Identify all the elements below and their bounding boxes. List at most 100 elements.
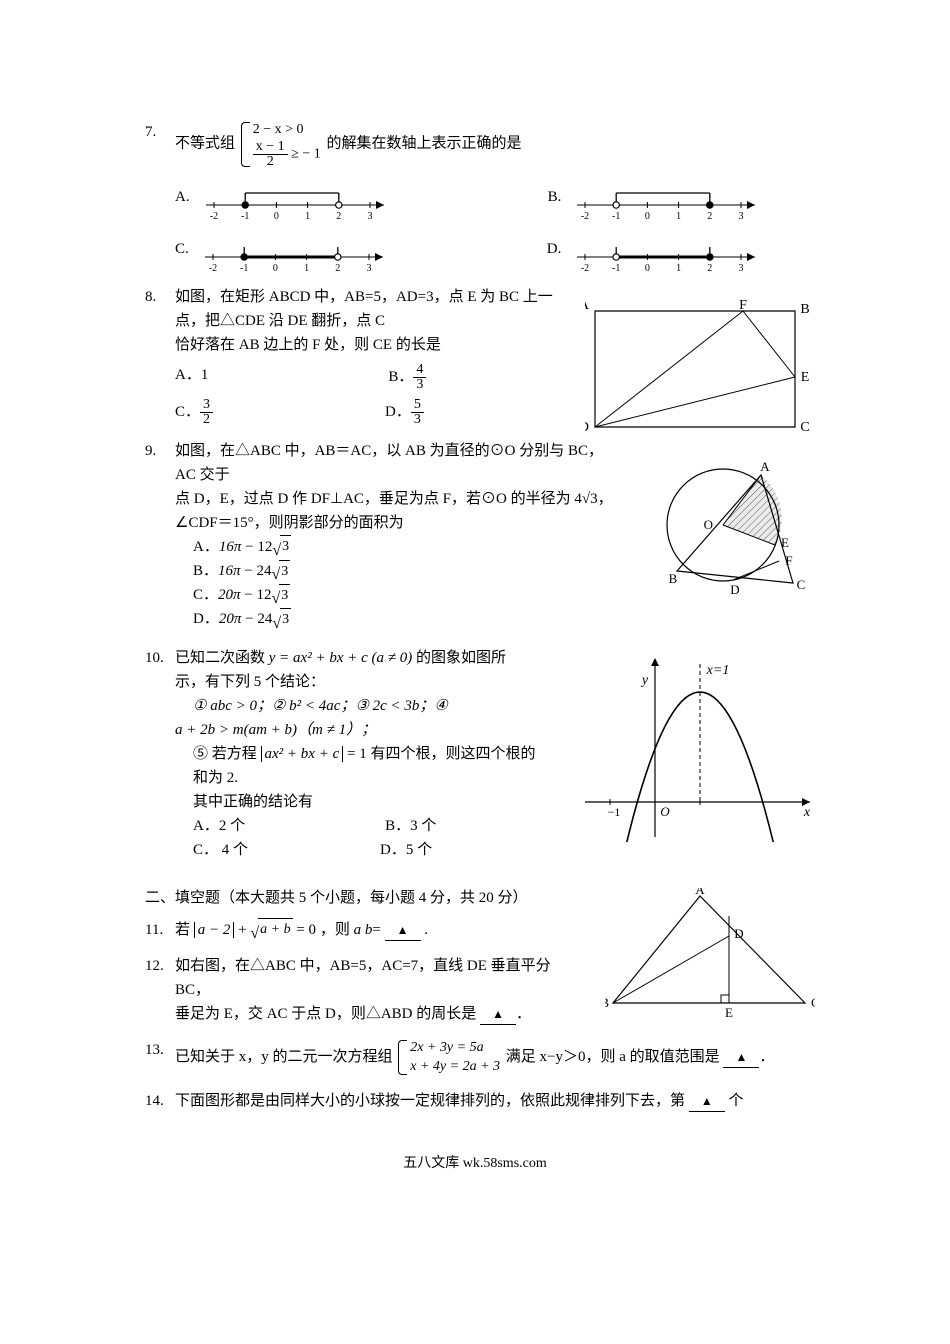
page-footer: 五八文库 wk.58sms.com <box>145 1153 805 1175</box>
svg-text:C: C <box>811 995 815 1010</box>
q12-blank: ▲ <box>480 1005 516 1025</box>
q14-stem: 下面图形都是由同样大小的小球按一定规律排列的，依照此规律排列下去，第 ▲ 个 <box>175 1089 744 1113</box>
svg-text:C: C <box>797 577 806 592</box>
q9-choice-C: C．20π − 12√3 <box>193 583 615 607</box>
q9-choice-D: D．20π − 24√3 <box>193 607 615 631</box>
q9-figure: AOEFCBD <box>645 439 815 609</box>
q10-item-5-line1: ⑤ 若方程 ax² + bx + c = 1 有四个根，则这四个根的 <box>193 742 545 766</box>
svg-text:1: 1 <box>304 263 309 273</box>
q7-numberline-B: -2 -1 0 1 2 3 <box>569 173 759 221</box>
svg-text:B: B <box>669 571 678 586</box>
q7-stem: 不等式组 2 − x > 0 x − 1 2 ≥ − 1 的解集在数轴上表示正确… <box>175 120 522 169</box>
question-7: 7. 不等式组 2 − x > 0 x − 1 2 ≥ − 1 的解集在数轴上表… <box>145 120 805 273</box>
svg-text:0: 0 <box>645 263 650 273</box>
q14-blank: ▲ <box>689 1092 725 1112</box>
svg-text:-1: -1 <box>241 211 249 221</box>
q10-choice-B: B．3 个 <box>385 814 436 838</box>
svg-text:0: 0 <box>273 211 278 221</box>
q10-item-5-line2: 和为 2. <box>193 766 545 790</box>
q8-stem-line2: 恰好落在 AB 边上的 F 处，则 CE 的长是 <box>175 333 575 357</box>
q8-choice-C: C．32 <box>175 398 213 427</box>
svg-text:C: C <box>800 420 809 435</box>
svg-text:O: O <box>704 517 713 532</box>
svg-text:-2: -2 <box>581 211 589 221</box>
q10-conclusion: 其中正确的结论有 <box>193 790 545 814</box>
svg-text:-2: -2 <box>209 263 217 273</box>
svg-text:A: A <box>695 888 705 897</box>
q8-choice-D: D．53 <box>385 398 424 427</box>
svg-text:2: 2 <box>335 263 340 273</box>
svg-text:2: 2 <box>336 211 341 221</box>
svg-text:2: 2 <box>708 211 713 221</box>
q9-stem-line1: 如图，在△ABC 中，AB＝AC，以 AB 为直径的⊙O 分别与 BC，AC 交… <box>175 439 615 487</box>
question-8: 8. 如图，在矩形 ABCD 中，AB=5，AD=3，点 E 为 BC 上一点，… <box>145 285 805 427</box>
svg-text:A: A <box>585 299 590 313</box>
q10-stem-line1: 已知二次函数 y = ax² + bx + c (a ≠ 0) 的图象如图所 <box>175 646 506 670</box>
svg-text:1: 1 <box>676 211 681 221</box>
q9-stem-line2: 点 D，E，过点 D 作 DF⊥AC，垂足为点 F，若⊙O 的半径为 4√3， <box>175 491 613 507</box>
q7-choice-D: D. -2-10123 <box>547 225 760 273</box>
q10-choice-C: C． 4 个 <box>193 838 248 862</box>
svg-text:-1: -1 <box>612 263 620 273</box>
q14-number: 14. <box>145 1089 175 1113</box>
question-11: 11. 若 a − 2 + √a + b = 0 ，则 a b= ▲ . ADB… <box>145 918 805 942</box>
q10-choice-D: D．5 个 <box>380 838 432 862</box>
q8-choice-A: A．1 <box>175 363 208 392</box>
q7-choice-C: C. -2-10123 <box>175 225 387 273</box>
svg-text:E: E <box>725 1005 733 1018</box>
svg-text:3: 3 <box>739 211 744 221</box>
q8-figure: AFBECD <box>585 299 815 439</box>
q8-choice-B: B．43 <box>388 363 426 392</box>
q10-item-1-3: ① abc > 0；② b² < 4ac；③ 2c < 3b；④ <box>193 694 545 718</box>
svg-text:D: D <box>734 926 743 941</box>
q12-number: 12. <box>145 954 175 978</box>
svg-text:-2: -2 <box>209 211 217 221</box>
svg-text:2: 2 <box>708 263 713 273</box>
svg-text:3: 3 <box>739 263 744 273</box>
q13-stem: 已知关于 x，y 的二元一次方程组 2x + 3y = 5a x + 4y = … <box>175 1038 774 1077</box>
svg-text:-1: -1 <box>612 211 620 221</box>
svg-text:D: D <box>585 420 589 435</box>
q10-number: 10. <box>145 646 175 670</box>
q13-blank: ▲ <box>723 1048 759 1068</box>
q7-system: 2 − x > 0 x − 1 2 ≥ − 1 <box>241 120 321 169</box>
q10-figure: x=1 y x −1 O <box>585 652 815 842</box>
q13-system: 2x + 3y = 5a x + 4y = 2a + 3 <box>398 1038 500 1077</box>
q8-number: 8. <box>145 285 175 309</box>
q7-numberline-A: -2-10123 <box>198 173 388 221</box>
svg-text:B: B <box>800 302 809 317</box>
q10-item-4: a + 2b > m(am + b)（m ≠ 1）； <box>175 718 545 742</box>
q11-stem: 若 a − 2 + √a + b = 0 ，则 a b= ▲ . <box>175 918 428 942</box>
q11-number: 11. <box>145 918 175 942</box>
q9-stem-line3: ∠CDF＝15°，则阴影部分的面积为 <box>175 515 404 531</box>
svg-text:x: x <box>803 805 811 820</box>
svg-text:F: F <box>785 553 792 568</box>
svg-text:0: 0 <box>273 263 278 273</box>
svg-text:-2: -2 <box>581 263 589 273</box>
q10-stem-line2: 示，有下列 5 个结论： <box>175 670 545 694</box>
svg-text:B: B <box>605 995 609 1010</box>
svg-text:x=1: x=1 <box>706 663 730 678</box>
svg-text:3: 3 <box>367 211 372 221</box>
q7-choice-A: A. -2-10123 <box>175 173 388 221</box>
q12-stem: 如右图，在△ABC 中，AB=5，AC=7，直线 DE 垂直平分 <box>175 954 551 978</box>
q8-stem-line1: 如图，在矩形 ABCD 中，AB=5，AD=3，点 E 为 BC 上一点，把△C… <box>175 285 575 333</box>
q9-choice-A: A．16π − 12√3 <box>193 535 615 559</box>
svg-text:E: E <box>781 535 789 550</box>
question-10: 10. 已知二次函数 y = ax² + bx + c (a ≠ 0) 的图象如… <box>145 646 805 862</box>
question-13: 13. 已知关于 x，y 的二元一次方程组 2x + 3y = 5a x + 4… <box>145 1038 805 1077</box>
q7-numberline-D: -2-10123 <box>569 225 759 273</box>
q12-figure: A D B E C <box>605 888 815 1018</box>
q13-number: 13. <box>145 1038 175 1062</box>
q10-choice-A: A．2 个 <box>193 814 245 838</box>
question-9: 9. 如图，在△ABC 中，AB＝AC，以 AB 为直径的⊙O 分别与 BC，A… <box>145 439 805 632</box>
q7-number: 7. <box>145 120 175 144</box>
q7-choice-B: B. -2-10123 <box>548 173 760 221</box>
svg-text:y: y <box>640 673 649 688</box>
svg-text:D: D <box>730 582 739 597</box>
svg-text:O: O <box>660 804 670 819</box>
q9-number: 9. <box>145 439 175 463</box>
svg-text:0: 0 <box>645 211 650 221</box>
svg-text:−1: −1 <box>608 805 621 819</box>
q9-choice-B: B．16π − 24√3 <box>193 559 615 583</box>
